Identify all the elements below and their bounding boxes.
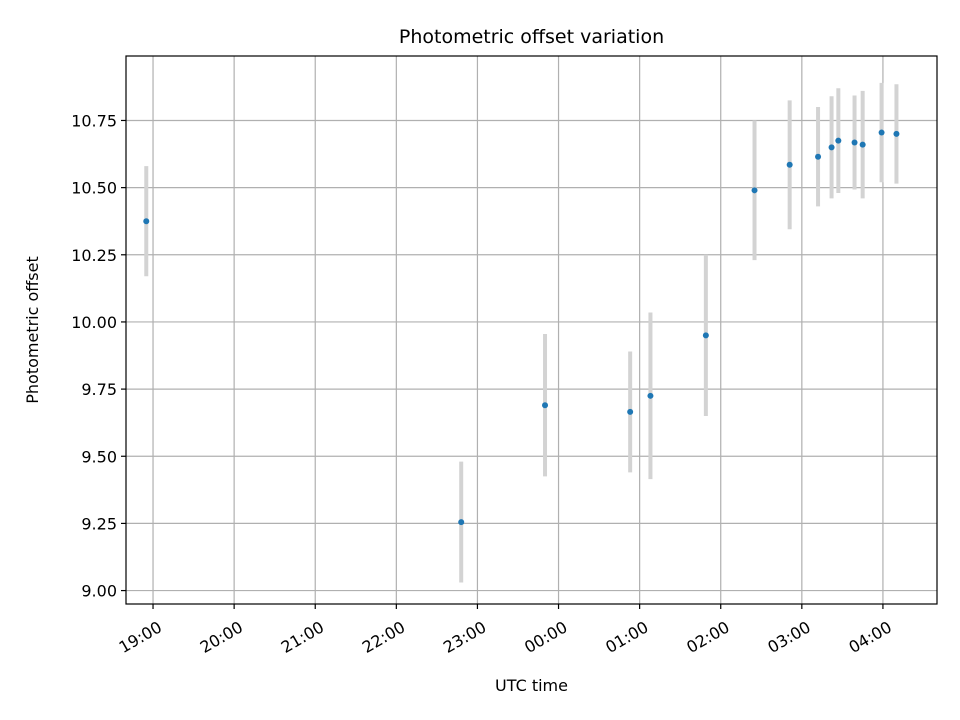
data-point	[815, 153, 822, 160]
data-point	[878, 129, 885, 136]
data-point	[702, 332, 709, 339]
data-point	[859, 141, 866, 148]
data-point	[835, 137, 842, 144]
data-point	[751, 187, 758, 194]
x-axis-label: UTC time	[495, 676, 568, 695]
y-tick-label: 9.00	[81, 582, 117, 601]
plot-frame	[125, 55, 938, 605]
y-tick-label: 10.50	[71, 179, 117, 198]
y-axis-ticks: 9.00 9.25 9.50 9.75 10.00 10.25 10.50 10.75	[71, 111, 126, 601]
data-point	[828, 144, 835, 151]
data-point	[458, 519, 465, 526]
y-tick-label: 9.50	[81, 447, 117, 466]
data-points	[143, 129, 900, 526]
data-point	[627, 408, 634, 415]
y-tick-label: 9.25	[81, 514, 117, 533]
grid	[126, 56, 937, 604]
data-point	[893, 130, 900, 137]
data-point	[143, 218, 150, 225]
y-axis-label: Photometric offset	[23, 256, 42, 404]
data-point	[647, 392, 654, 399]
data-point	[851, 139, 858, 146]
data-point	[786, 161, 793, 168]
data-point	[542, 402, 549, 409]
y-tick-label: 10.00	[71, 313, 117, 332]
chart-title: Photometric offset variation	[399, 26, 664, 48]
y-tick-label: 9.75	[81, 380, 117, 399]
y-tick-label: 10.75	[71, 111, 117, 130]
y-tick-label: 10.25	[71, 246, 117, 265]
